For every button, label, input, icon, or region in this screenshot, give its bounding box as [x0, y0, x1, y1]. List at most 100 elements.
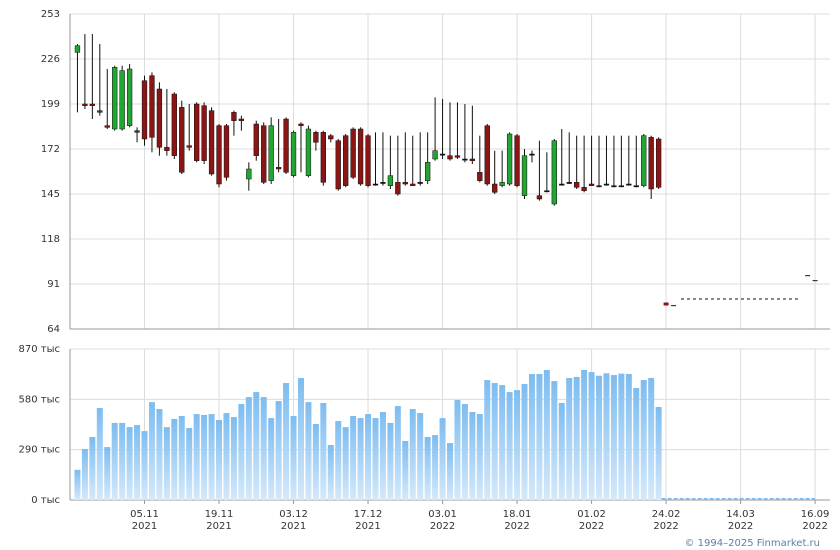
volume-bar	[409, 409, 416, 500]
candle-body	[365, 135, 371, 186]
volume-bar	[439, 418, 446, 500]
volume-bar	[216, 419, 223, 500]
volume-bar	[357, 418, 364, 500]
y-tick-label: 199	[41, 99, 60, 110]
candle-body	[335, 140, 341, 190]
x-tick-label: 24.02 2022	[651, 509, 681, 532]
volume-bar	[499, 385, 506, 500]
candle-body	[290, 132, 297, 176]
candle-body	[119, 70, 125, 130]
candle-body	[521, 155, 528, 196]
y-tick-label: 580 тыс	[19, 394, 60, 405]
candle-body	[74, 45, 81, 53]
candle-body	[655, 138, 662, 188]
candle-body	[626, 183, 632, 186]
volume-bar	[89, 436, 96, 500]
x-tick-label: 17.12 2021	[353, 509, 383, 532]
volume-bar	[201, 414, 208, 500]
candle-body	[588, 183, 595, 186]
volume-bar	[454, 400, 461, 500]
volume-bar	[275, 401, 282, 500]
candle-body	[343, 135, 349, 186]
candle-body	[283, 118, 289, 173]
volume-bar	[424, 436, 431, 500]
volume-bar	[365, 414, 372, 500]
candle-body	[223, 125, 230, 178]
volume-bar	[230, 417, 237, 500]
volume-bar	[625, 373, 632, 500]
y-tick-label: 91	[47, 279, 60, 290]
candle-body	[618, 185, 625, 188]
volume-bar	[551, 381, 558, 500]
candle-body	[566, 182, 572, 184]
candle-body	[551, 140, 557, 205]
volume-bar	[528, 373, 535, 500]
volume-bar	[603, 373, 610, 500]
volume-bar	[566, 377, 573, 500]
candle-body	[141, 80, 148, 140]
volume-bar	[402, 440, 409, 500]
candle-body	[506, 133, 513, 185]
volume-bar	[394, 406, 401, 500]
candle-body	[112, 67, 118, 130]
volume-bar	[148, 402, 155, 500]
volume-bar	[297, 377, 304, 500]
candle-body	[97, 110, 103, 113]
volume-bar	[640, 380, 647, 500]
volume-bar	[74, 469, 81, 500]
volume-bar	[372, 418, 379, 500]
volume-bar	[178, 415, 185, 500]
candle-body	[603, 183, 610, 186]
candle-body	[544, 190, 550, 193]
volume-bar	[514, 390, 521, 500]
volume-bar	[581, 370, 588, 500]
candle-body	[149, 75, 155, 138]
volume-bar	[119, 422, 126, 500]
candle-body	[395, 182, 401, 195]
volume-bar	[104, 447, 111, 500]
candle-body	[357, 128, 364, 185]
y-tick-label: 0 тыс	[31, 495, 60, 506]
candle-body	[372, 183, 379, 186]
volume-bar	[260, 397, 267, 500]
candle-body	[641, 135, 647, 186]
y-tick-label: 226	[41, 54, 60, 65]
volume-bar	[476, 414, 483, 500]
candle-body	[268, 125, 274, 181]
candle-body	[462, 158, 468, 161]
candle-body	[194, 103, 200, 161]
volume-bar	[126, 427, 133, 500]
candle-body	[633, 185, 639, 188]
candle-body	[261, 125, 267, 183]
candle-body	[298, 123, 304, 126]
volume-bar	[536, 373, 543, 500]
y-tick-label: 290 тыс	[19, 445, 60, 456]
candle-body	[447, 155, 453, 160]
candle-body	[350, 128, 356, 178]
candle-body	[424, 162, 431, 181]
x-tick-label: 18.01 2022	[502, 509, 532, 532]
candle-body	[216, 125, 222, 185]
candle-body	[328, 135, 334, 140]
volume-bar	[171, 418, 178, 500]
candle-body	[171, 93, 177, 156]
candle-body	[559, 183, 565, 186]
y-tick-label: 118	[41, 234, 60, 245]
volume-bar	[81, 448, 88, 500]
candle-body	[89, 103, 96, 106]
volume-bar	[618, 373, 625, 500]
x-tick-label: 03.12 2021	[279, 509, 308, 532]
candle-body	[208, 110, 215, 175]
y-tick-label: 172	[41, 144, 60, 155]
volume-bar	[461, 404, 468, 500]
volume-bar	[342, 427, 349, 500]
candle-body	[417, 182, 423, 184]
candle-body	[231, 112, 237, 121]
candle-body	[104, 125, 110, 128]
volume-bar	[268, 418, 275, 500]
volume-bar	[320, 402, 327, 500]
candle-body	[164, 147, 170, 151]
candle-body	[186, 145, 192, 148]
volume-bar	[238, 404, 245, 500]
